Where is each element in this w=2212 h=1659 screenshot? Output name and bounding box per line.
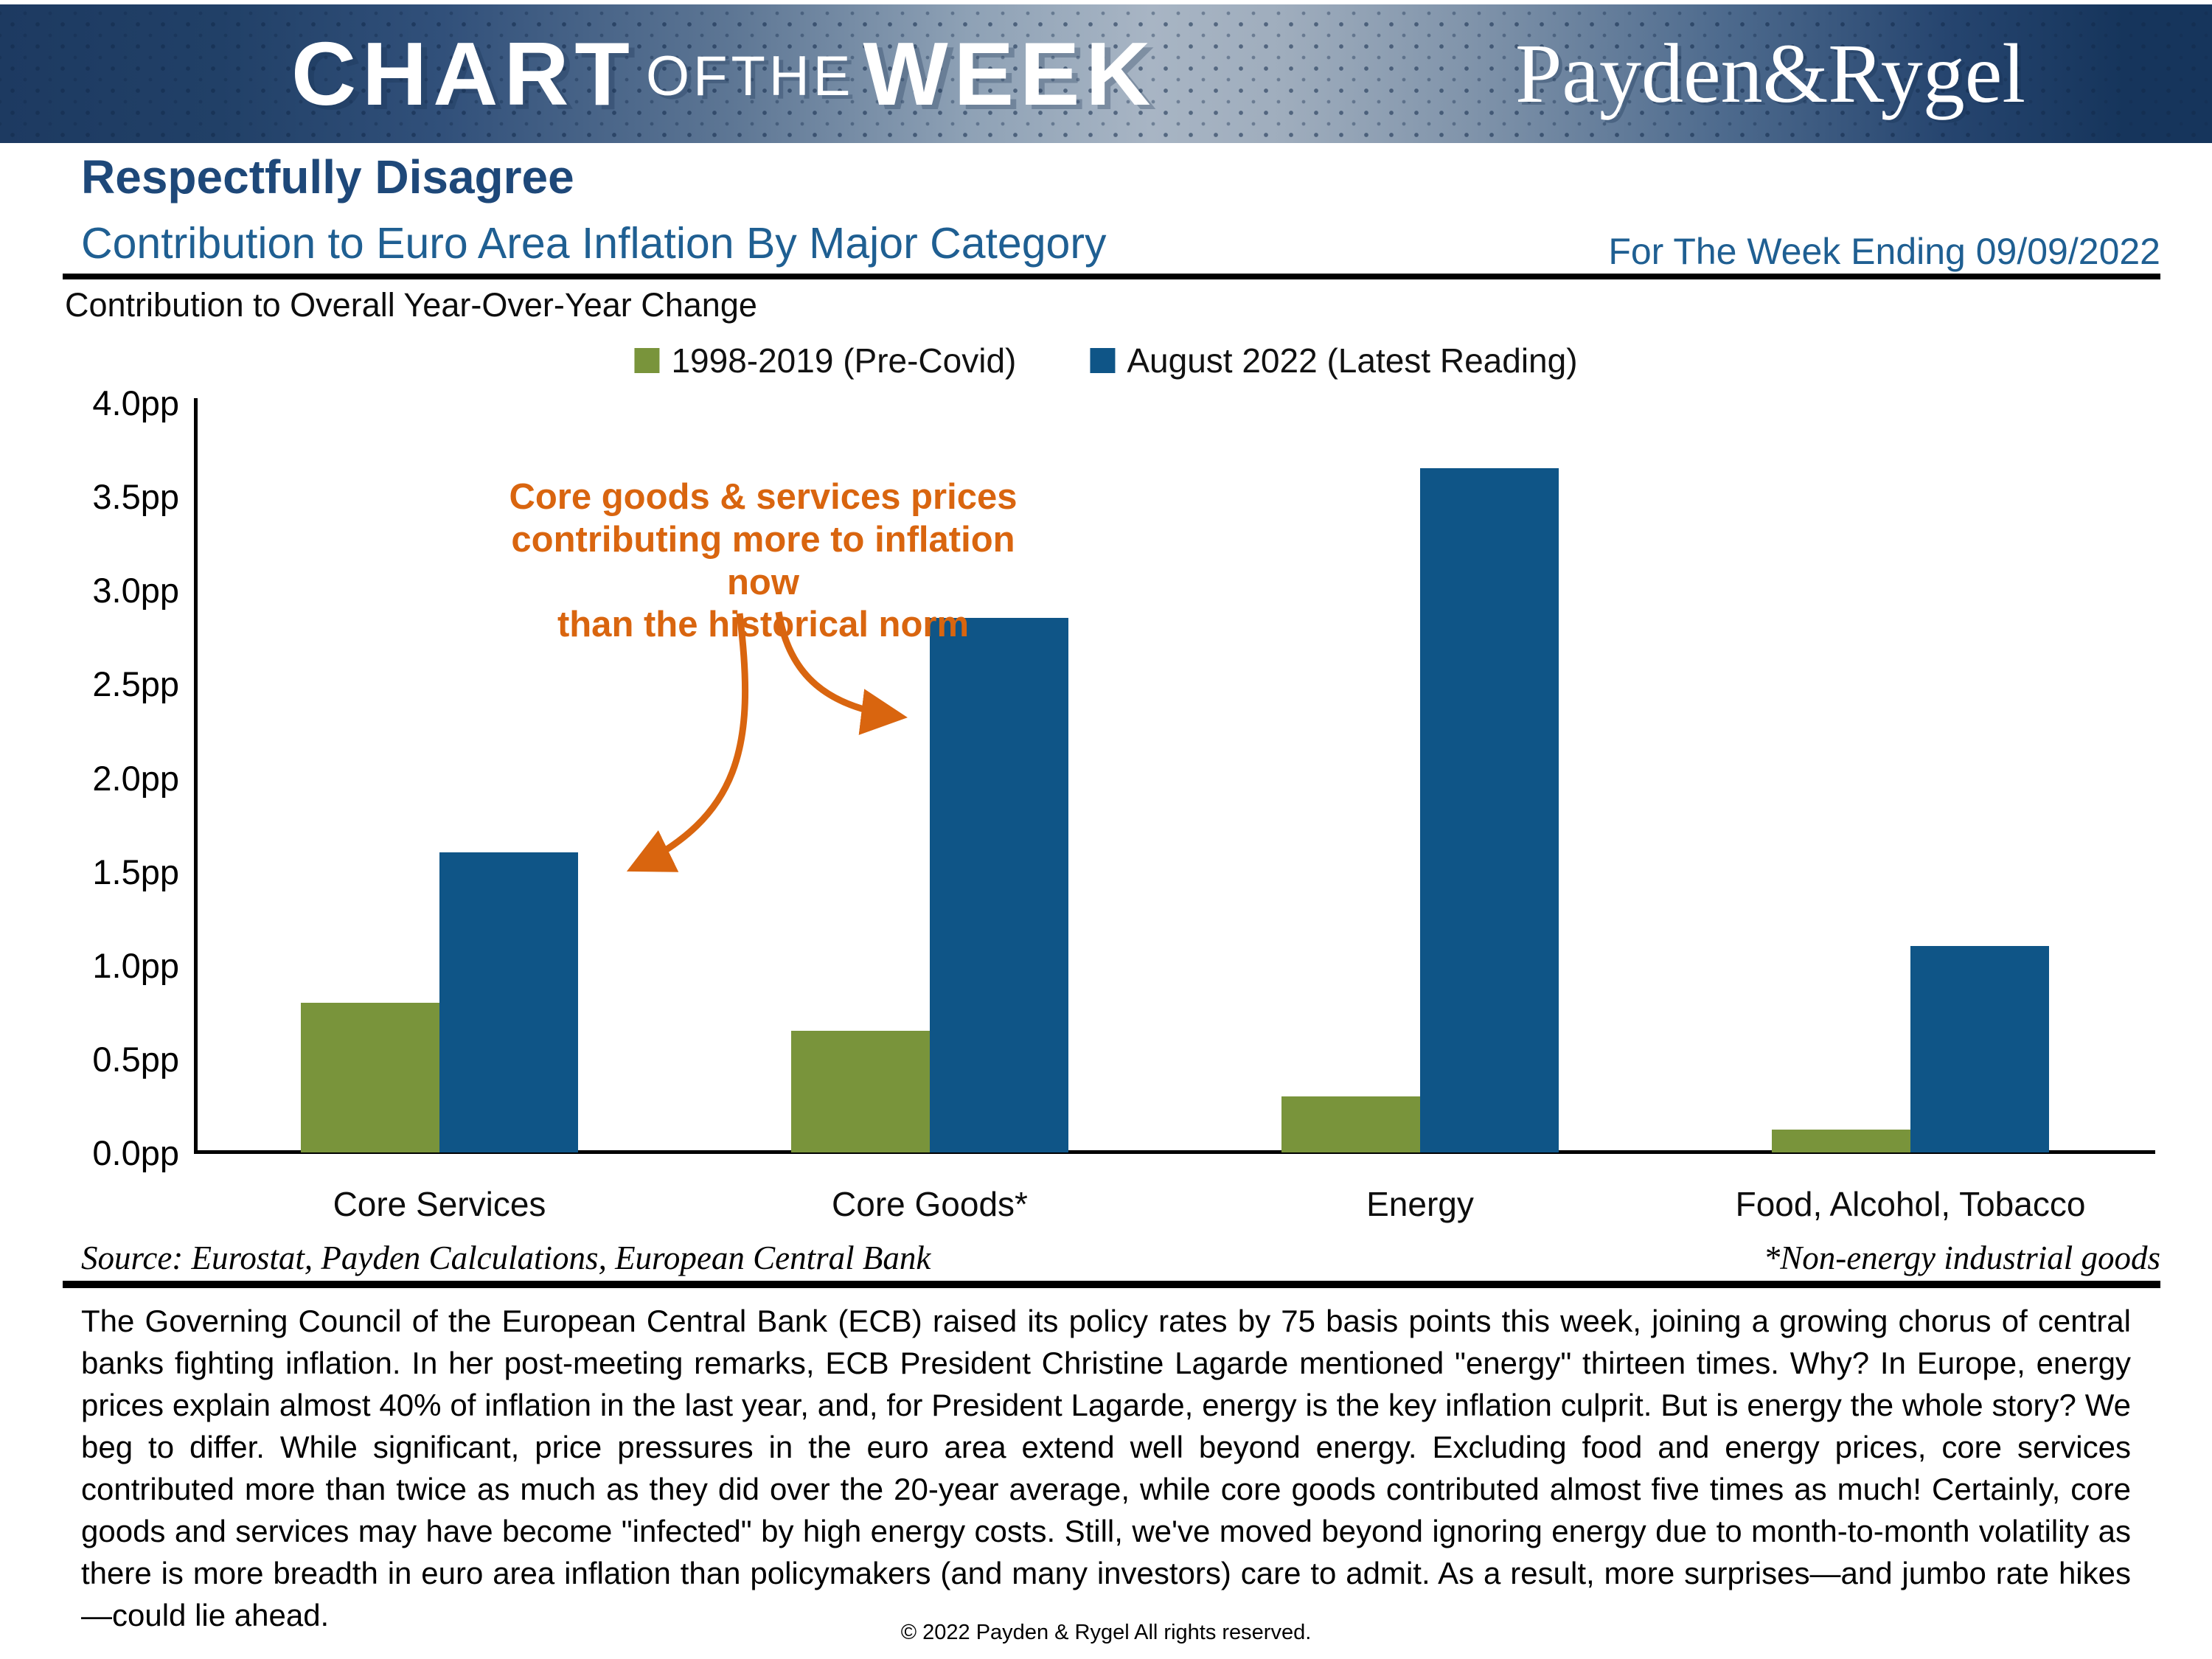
asterisk-footnote: *Non-energy industrial goods [1763,1239,2160,1276]
chart-of-the-week-wordmark: CHART OFTHE WEEK [291,4,1157,143]
x-category-label: Food, Alcohol, Tobacco [1735,1185,2086,1223]
wordmark-of-the: OFTHE [645,44,855,108]
x-axis-line [194,1150,2155,1154]
payden-rygel-logo: Payden&Rygel [1515,27,2026,120]
y-tick-label: 1.0pp [92,946,179,985]
bar [1420,468,1559,1152]
legend-label: 1998-2019 (Pre-Covid) [671,341,1017,380]
x-category-label: Core Services [333,1185,546,1223]
page-title: Respectfully Disagree [81,150,574,204]
week-ending-label: For The Week Ending 09/09/2022 [1608,231,2160,272]
commentary-paragraph: The Governing Council of the European Ce… [81,1304,2131,1632]
y-tick-label: 0.0pp [92,1133,179,1172]
bar [1281,1096,1420,1152]
x-category-label: Energy [1366,1185,1474,1223]
bar [439,852,578,1152]
legend-item: August 2022 (Latest Reading) [1090,341,1578,380]
legend-swatch-icon [1090,348,1116,373]
y-tick-label: 4.0pp [92,383,179,422]
copyright-footer: © 2022 Payden & Rygel All rights reserve… [900,1621,1312,1644]
y-tick-label: 1.5pp [92,852,179,891]
y-tick-label: 3.0pp [92,571,179,610]
chart-title: Contribution to Overall Year-Over-Year C… [65,286,757,324]
legend-label: August 2022 (Latest Reading) [1127,341,1578,380]
bar [791,1031,930,1152]
y-tick-label: 3.5pp [92,477,179,516]
chart-legend: 1998-2019 (Pre-Covid) August 2022 (Latest… [634,341,1578,380]
wordmark-week: WEEK [863,24,1157,124]
bar [301,1003,439,1152]
banner: CHART OFTHE WEEK Payden&Rygel [0,4,2212,143]
y-tick-label: 0.5pp [92,1040,179,1079]
y-tick-label: 2.5pp [92,664,179,703]
wordmark-chart: CHART [291,24,636,124]
bar [1772,1130,1910,1152]
y-axis-line [194,398,198,1154]
x-category-label: Core Goods* [832,1185,1028,1223]
bar [1910,946,2049,1152]
header-divider [63,274,2160,279]
y-tick-label: 2.0pp [92,759,179,798]
bar [930,618,1068,1152]
source-note: Source: Eurostat, Payden Calculations, E… [81,1239,931,1276]
page-subtitle: Contribution to Euro Area Inflation By M… [81,219,1107,268]
legend-swatch-icon [634,348,660,373]
arrow-to-core-services-icon [626,613,749,872]
body-divider [63,1281,2160,1288]
legend-item: 1998-2019 (Pre-Covid) [634,341,1016,380]
chart-annotation: Core goods & services prices contributin… [509,477,1018,645]
